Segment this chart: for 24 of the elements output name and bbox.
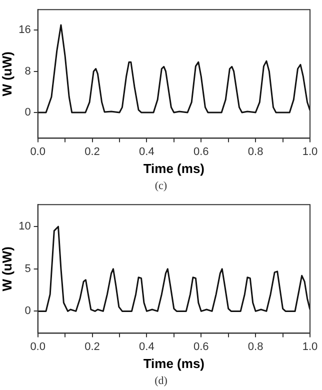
y-axis-title: W (uW) <box>0 52 14 96</box>
text: (d) <box>154 374 168 389</box>
x-tick-label: 0.6 <box>193 340 209 353</box>
x-tick-label: 0.4 <box>139 340 154 353</box>
x-tick-label: 0.0 <box>30 340 46 353</box>
y-tick-label: 0 <box>24 106 31 119</box>
x-tick-label: 0.2 <box>84 146 100 158</box>
y-axis-title: W (uW) <box>0 246 14 292</box>
y-tick-label: 5 <box>24 262 31 275</box>
x-tick-label: 0.6 <box>193 146 209 158</box>
x-tick-label: 1.0 <box>302 340 318 353</box>
y-tick-label: 16 <box>18 24 31 36</box>
x-tick-label: 0.8 <box>248 340 264 353</box>
x-tick-label: 0.0 <box>30 146 46 158</box>
x-axis-title: Time (ms) <box>143 160 205 176</box>
y-tick-label: 10 <box>18 220 31 233</box>
x-tick-label: 1.0 <box>302 146 318 158</box>
x-axis-title: Time (ms) <box>143 356 205 371</box>
y-tick-label: 8 <box>24 65 31 78</box>
y-tick-label: 0 <box>24 305 31 318</box>
x-tick-label: 0.8 <box>248 146 264 158</box>
x-tick-label: 0.2 <box>84 340 100 353</box>
text: (c) <box>154 179 168 194</box>
x-tick-label: 0.4 <box>139 146 154 158</box>
